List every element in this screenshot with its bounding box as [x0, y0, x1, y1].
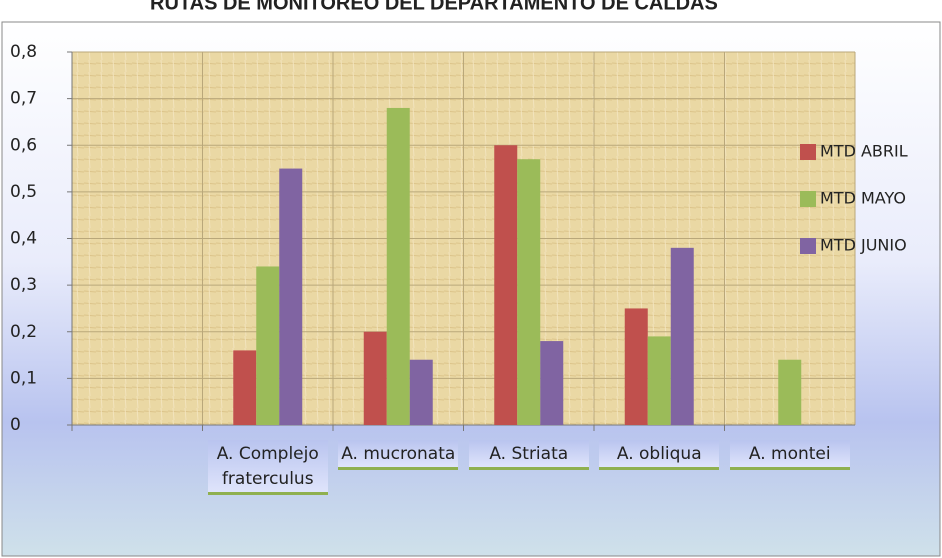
x-tick-label: A. mucronata	[338, 440, 459, 470]
y-tick-label: 0	[10, 415, 21, 435]
y-tick-label: 0,4	[10, 229, 37, 249]
bar	[363, 331, 387, 425]
legend-swatch	[800, 238, 816, 254]
y-tick-label: 0,2	[10, 322, 37, 342]
bar	[386, 107, 410, 425]
bar	[624, 308, 648, 425]
bar	[233, 350, 257, 425]
x-tick-label: A. obliqua	[599, 440, 720, 470]
bar	[670, 247, 694, 425]
y-tick-label: 0,8	[10, 42, 37, 62]
bar	[409, 359, 433, 425]
legend-label: MTD MAYO	[820, 189, 906, 208]
x-tick-label: A. Complejo fraterculus	[207, 440, 328, 495]
bar	[778, 359, 802, 425]
y-tick-label: 0,5	[10, 182, 37, 202]
bar	[256, 266, 280, 425]
x-tick-label: A. montei	[729, 440, 850, 470]
chart-title: RUTAS DE MONITOREO DEL DEPARTAMENTO DE C…	[150, 0, 718, 14]
x-tick-label: A. Striata	[468, 440, 589, 470]
legend-label: MTD JUNIO	[820, 236, 907, 255]
legend-swatch	[800, 191, 816, 207]
y-tick-label: 0,1	[10, 368, 37, 388]
legend-swatch	[800, 144, 816, 160]
y-tick-label: 0,3	[10, 275, 37, 295]
bar	[540, 341, 564, 425]
bar	[647, 336, 671, 425]
legend-label: MTD ABRIL	[820, 142, 908, 161]
y-tick-label: 0,6	[10, 135, 37, 155]
bar	[517, 159, 541, 426]
y-tick-label: 0,7	[10, 89, 37, 109]
bar	[494, 145, 518, 425]
bar	[279, 168, 303, 425]
